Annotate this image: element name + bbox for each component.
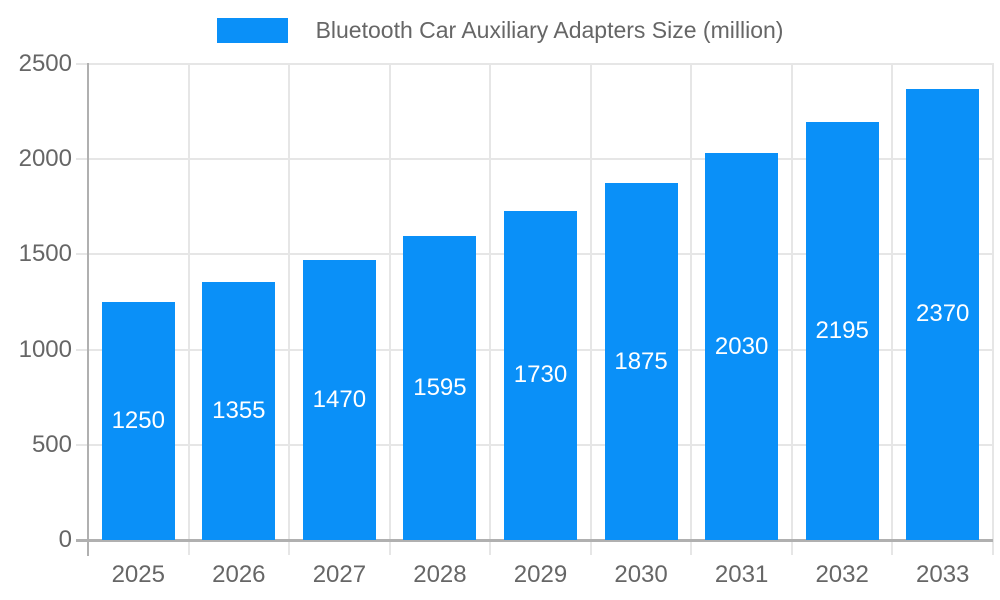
x-tick-label: 2027 <box>312 561 367 588</box>
x-tick-label: 2028 <box>413 561 467 588</box>
gridline-vertical <box>489 63 492 555</box>
bar[interactable] <box>504 210 577 540</box>
y-tick-label: 2500 <box>18 50 72 77</box>
gridline-vertical <box>589 63 592 555</box>
legend-swatch <box>216 17 288 43</box>
x-tick-label: 2029 <box>513 561 568 588</box>
x-tick-label: 2033 <box>916 561 970 588</box>
y-tick-label: 0 <box>58 526 72 553</box>
gridline-vertical <box>790 63 793 555</box>
gridline-vertical <box>288 63 291 555</box>
y-tick-label: 500 <box>31 430 72 458</box>
bar[interactable] <box>101 302 175 540</box>
y-tick-label: 2000 <box>18 145 72 173</box>
y-tick-label: 1500 <box>18 240 72 268</box>
bar[interactable] <box>906 88 980 540</box>
gridline-vertical <box>891 63 894 555</box>
x-tick-label: 2025 <box>111 561 165 588</box>
x-tick-label: 2026 <box>212 561 266 588</box>
gridline-vertical <box>992 63 994 555</box>
gridline-vertical <box>690 63 693 555</box>
bar[interactable] <box>302 260 376 540</box>
legend[interactable]: Bluetooth Car Auxiliary Adapters Size (m… <box>0 15 1000 45</box>
legend-label: Bluetooth Car Auxiliary Adapters Size (m… <box>315 17 784 43</box>
y-axis-line <box>87 63 89 556</box>
bar[interactable] <box>705 153 779 540</box>
y-tick-label: 1000 <box>18 335 72 363</box>
bar[interactable] <box>604 183 678 540</box>
gridline-horizontal <box>76 63 993 65</box>
bar[interactable] <box>403 236 477 540</box>
x-tick-label: 2032 <box>815 561 869 588</box>
x-tick-label: 2030 <box>614 561 668 588</box>
bar[interactable] <box>202 282 276 540</box>
gridline-vertical <box>388 63 391 555</box>
x-tick-label: 2031 <box>714 561 769 588</box>
x-axis-line <box>76 539 993 542</box>
gridline-vertical <box>187 63 190 555</box>
bar[interactable] <box>805 122 879 540</box>
